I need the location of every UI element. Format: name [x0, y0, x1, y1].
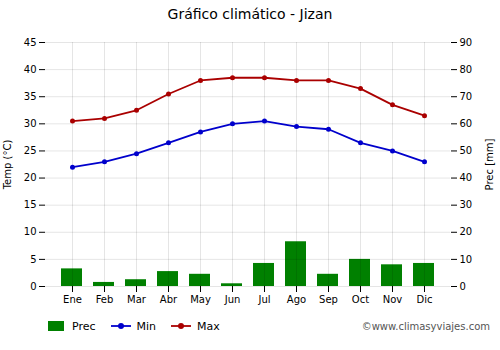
svg-text:Oct: Oct	[352, 294, 369, 305]
html-text:Max: Max	[197, 319, 220, 333]
svg-text:30: 30	[460, 199, 473, 210]
svg-text:80: 80	[460, 64, 473, 75]
svg-text:35: 35	[24, 91, 37, 102]
svg-text:0: 0	[30, 281, 36, 292]
svg-text:15: 15	[24, 199, 37, 210]
svg-text:10: 10	[460, 254, 473, 265]
svg-text:Ene: Ene	[63, 294, 82, 305]
svg-text:40: 40	[460, 172, 473, 183]
svg-text:20: 20	[24, 172, 37, 183]
svg-text:Sep: Sep	[319, 294, 338, 305]
svg-text:25: 25	[24, 145, 37, 156]
html-text:Prec: Prec	[72, 319, 96, 333]
svg-text:Abr: Abr	[160, 294, 178, 305]
svg-text:Dic: Dic	[417, 294, 433, 305]
svg-text:50: 50	[460, 145, 473, 156]
svg-text:Temp (°C): Temp (°C)	[2, 140, 13, 191]
svg-text:May: May	[190, 294, 211, 305]
svg-text:Mar: Mar	[127, 294, 147, 305]
html-text:Gráfico climático - Jizan: Gráfico climático - Jizan	[167, 6, 333, 22]
svg-text:45: 45	[24, 37, 37, 48]
svg-text:Feb: Feb	[96, 294, 114, 305]
html-text:Min: Min	[136, 319, 157, 333]
svg-text:Ago: Ago	[287, 294, 306, 305]
svg-text:Jun: Jun	[224, 294, 241, 305]
svg-text:90: 90	[460, 37, 473, 48]
svg-text:Prec [mm]: Prec [mm]	[484, 138, 495, 190]
svg-text:5: 5	[30, 254, 36, 265]
svg-text:0: 0	[460, 281, 466, 292]
svg-text:Jul: Jul	[257, 294, 270, 305]
svg-text:10: 10	[24, 226, 37, 237]
svg-text:20: 20	[460, 226, 473, 237]
svg-text:Nov: Nov	[383, 294, 403, 305]
svg-text:60: 60	[460, 118, 473, 129]
svg-text:40: 40	[24, 64, 37, 75]
svg-text:30: 30	[24, 118, 37, 129]
html-text:©www.climasyviajes.com: ©www.climasyviajes.com	[361, 320, 490, 332]
svg-text:70: 70	[460, 91, 473, 102]
